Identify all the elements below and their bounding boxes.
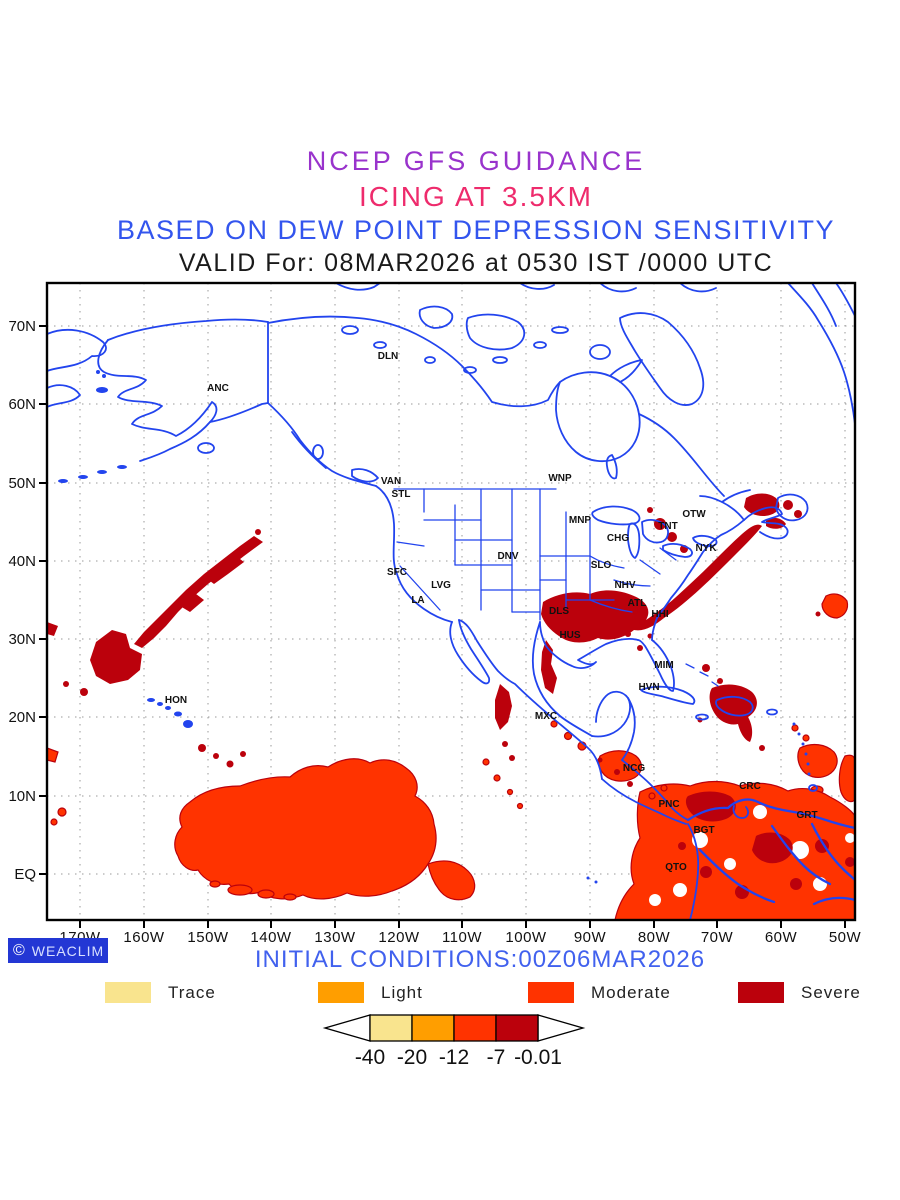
city-label-wnp: WNP — [548, 473, 572, 484]
initial-conditions-text: INITIAL CONDITIONS:00Z06MAR2026 — [254, 946, 706, 973]
city-label-la: LA — [411, 595, 424, 606]
x-axis-label: 80W — [638, 929, 671, 946]
colorbar-tick-label: -20 — [397, 1046, 427, 1069]
city-label-pnc: PNC — [658, 799, 679, 810]
legend-label: Trace — [168, 982, 216, 1002]
colorbar-cell — [495, 1014, 539, 1042]
title-product: ICING AT 3.5KM — [359, 181, 593, 212]
city-label-sfc: SFC — [387, 567, 407, 578]
logo-text: WEACLIM — [31, 942, 105, 959]
title-valid-time: VALID For: 08MAR2026 at 0530 IST /0000 U… — [178, 249, 774, 277]
colorbar-arrow-left — [322, 1014, 371, 1042]
colorbar-tick-label: -7 — [487, 1046, 506, 1069]
x-axis-label: 100W — [505, 929, 547, 946]
legend-swatch — [738, 982, 784, 1003]
y-axis-label: 10N — [8, 788, 36, 805]
x-axis-label: 160W — [123, 929, 165, 946]
x-axis-label: 90W — [574, 929, 607, 946]
copyright-icon: © — [13, 941, 26, 959]
colorbar-cell — [411, 1014, 455, 1042]
colorbar-tick-label: -12 — [439, 1046, 469, 1069]
city-label-hhi: HHI — [651, 609, 668, 620]
legend-item-severe: Severe — [738, 982, 861, 1003]
x-axis-label: 150W — [187, 929, 229, 946]
y-axis-label: 40N — [8, 553, 36, 570]
y-axis-label: 60N — [8, 396, 36, 413]
legend-label: Light — [381, 982, 423, 1002]
city-label-dls: DLS — [549, 606, 569, 617]
city-label-slo: SLO — [591, 560, 612, 571]
city-label-bgt: BGT — [693, 825, 714, 836]
colorbar-tick-label: -40 — [355, 1046, 385, 1069]
legend-label: Moderate — [591, 982, 671, 1002]
y-axis-label: 30N — [8, 631, 36, 648]
city-label-chg: CHG — [607, 533, 629, 544]
city-label-mxc: MXC — [535, 711, 557, 722]
legend-swatch — [528, 982, 574, 1003]
icing-moderate-areas — [47, 593, 855, 920]
city-label-crc: CRC — [739, 781, 761, 792]
city-label-nyk: NYK — [695, 543, 717, 554]
city-label-nhv: NHV — [614, 580, 635, 591]
y-axis-label: 20N — [8, 709, 36, 726]
y-axis-label: 50N — [8, 475, 36, 492]
coastlines — [47, 283, 855, 920]
x-axis-label: 50W — [829, 929, 862, 946]
legend-swatch — [318, 982, 364, 1003]
city-label-van: VAN — [381, 476, 401, 487]
axis-ticks — [39, 325, 846, 928]
colorbar-cell — [453, 1014, 497, 1042]
axis-labels: 170W160W150W140W130W120W110W100W90W80W70… — [8, 318, 861, 946]
city-label-hus: HUS — [559, 630, 580, 641]
city-label-dln: DLN — [378, 351, 399, 362]
city-label-tnt: TNT — [658, 521, 677, 532]
city-label-lvg: LVG — [431, 580, 451, 591]
city-label-atl: ATL — [628, 598, 647, 609]
legend-item-light: Light — [318, 982, 423, 1003]
city-label-qto: QTO — [665, 862, 687, 873]
x-axis-label: 130W — [314, 929, 356, 946]
map-frame — [45, 281, 857, 922]
y-axis-label: EQ — [14, 866, 36, 883]
x-axis-label: 60W — [765, 929, 798, 946]
city-label-grt: GRT — [796, 810, 817, 821]
city-label-mim: MIM — [654, 660, 673, 671]
city-label-anc: ANC — [207, 383, 229, 394]
state-borders — [396, 488, 677, 621]
x-axis-label: 120W — [378, 929, 420, 946]
title-basis: BASED ON DEW POINT DEPRESSION SENSITIVIT… — [116, 215, 836, 245]
city-labels: ANC DLN VAN STL WNP MNP CHG TNT OTW NYK SLO DNV SFC L… — [165, 351, 818, 873]
city-label-dnv: DNV — [497, 551, 518, 562]
weaclim-logo: © WEACLIM — [8, 938, 108, 963]
city-label-hvn: HVN — [638, 682, 659, 693]
y-axis-label: 70N — [8, 318, 36, 335]
legend-item-moderate: Moderate — [528, 982, 671, 1003]
city-label-ncg: NCG — [623, 763, 645, 774]
x-axis-label: 140W — [250, 929, 292, 946]
city-label-hon: HON — [165, 695, 187, 706]
title-model: NCEP GFS GUIDANCE — [306, 146, 646, 176]
city-label-stl: STL — [392, 489, 411, 500]
x-axis-label: 110W — [442, 929, 482, 946]
city-label-mnp: MNP — [569, 515, 592, 526]
x-axis-label: 70W — [701, 929, 734, 946]
legend-swatch — [105, 982, 151, 1003]
legend-label: Severe — [801, 982, 861, 1002]
colorbar: -40 -20 -12 -7 -0.01 — [322, 1014, 586, 1069]
legend-item-trace: Trace — [105, 982, 216, 1003]
colorbar-arrow-right — [537, 1014, 586, 1042]
colorbar-tick-label: -0.01 — [514, 1046, 562, 1069]
colorbar-cell — [369, 1014, 413, 1042]
city-label-otw: OTW — [682, 509, 706, 520]
